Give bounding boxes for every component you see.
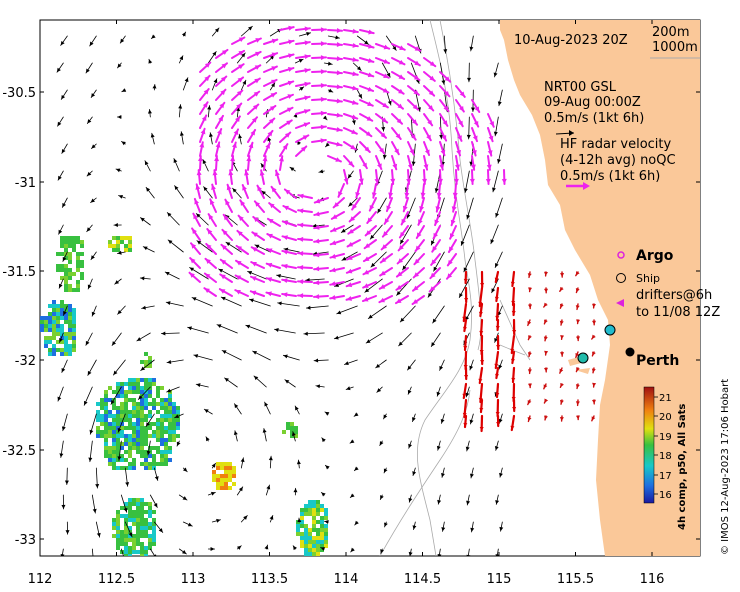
y-axis: -30.5 -31 -31.5 -32 -32.5 -33: [2, 86, 700, 548]
drifter-marker: [577, 352, 589, 364]
y-tick-label: -31.5: [2, 265, 36, 280]
ship-label: Ship: [636, 272, 660, 285]
y-tick-label: -32: [15, 354, 36, 369]
drifters-label: drifters@6h: [636, 288, 712, 303]
drifter-marker: [604, 324, 616, 336]
drifter-icon: [616, 299, 624, 307]
argo-label: Argo: [636, 248, 674, 264]
colorbar-ticks: 21 20 19 18 17 16: [654, 393, 672, 501]
depth-label-200: 200m: [652, 25, 689, 40]
colorbar-title: 4h comp, p50, All Sats: [677, 404, 688, 530]
colorbar-tick-label: 17: [659, 471, 672, 482]
hf-scale-arrow-head: [583, 182, 590, 190]
depth-label-1000: 1000m: [652, 40, 698, 55]
x-tick-label: 113: [181, 572, 206, 587]
y-tick-label: -31: [15, 176, 36, 191]
gsl-date: 09-Aug 00:00Z: [544, 95, 641, 110]
x-tick-label: 114: [334, 572, 359, 587]
argo-icon: [617, 251, 625, 259]
drifters-date: to 11/08 12Z: [636, 305, 720, 320]
colorbar-tick-label: 20: [659, 412, 672, 423]
x-tick-label: 116: [640, 572, 665, 587]
hf-title: HF radar velocity: [560, 137, 672, 152]
hf-scale: 0.5m/s (1kt 6h): [560, 169, 660, 184]
x-tick-label: 112.5: [98, 572, 135, 587]
x-tick-label: 115.5: [557, 572, 594, 587]
hf-subtitle: (4-12h avg) noQC: [560, 153, 676, 168]
colorbar-tick-label: 21: [659, 393, 672, 404]
x-tick-label: 112: [28, 572, 53, 587]
ship-icon: [616, 273, 626, 283]
perth-marker: [625, 347, 635, 357]
colorbar-tick-label: 19: [659, 432, 672, 443]
x-tick-label: 113.5: [251, 572, 288, 587]
date-label: 10-Aug-2023 20Z: [514, 33, 628, 48]
credit-label: © IMOS 12-Aug-2023 17:06 Hobart: [720, 379, 731, 555]
gsl-scale: 0.5m/s (1kt 6h): [544, 111, 644, 126]
x-tick-label: 114.5: [404, 572, 441, 587]
y-tick-label: -30.5: [2, 86, 36, 101]
perth-label: Perth: [636, 353, 679, 369]
y-tick-label: -33: [15, 533, 36, 548]
colorbar-tick-label: 18: [659, 451, 672, 462]
sst-colorbar: [643, 386, 655, 504]
hf-radar-arrows-red: [462, 270, 597, 433]
x-tick-label: 115: [487, 572, 512, 587]
gsl-title: NRT00 GSL: [544, 80, 617, 95]
hf-radar-arrows: [188, 25, 507, 306]
y-tick-label: -32.5: [2, 444, 36, 459]
x-axis: 112 112.5 113 113.5 114 114.5 115 115.5 116: [28, 20, 665, 587]
gsl-scale-arrow-head: [569, 130, 574, 136]
colorbar-tick-label: 16: [659, 490, 672, 501]
